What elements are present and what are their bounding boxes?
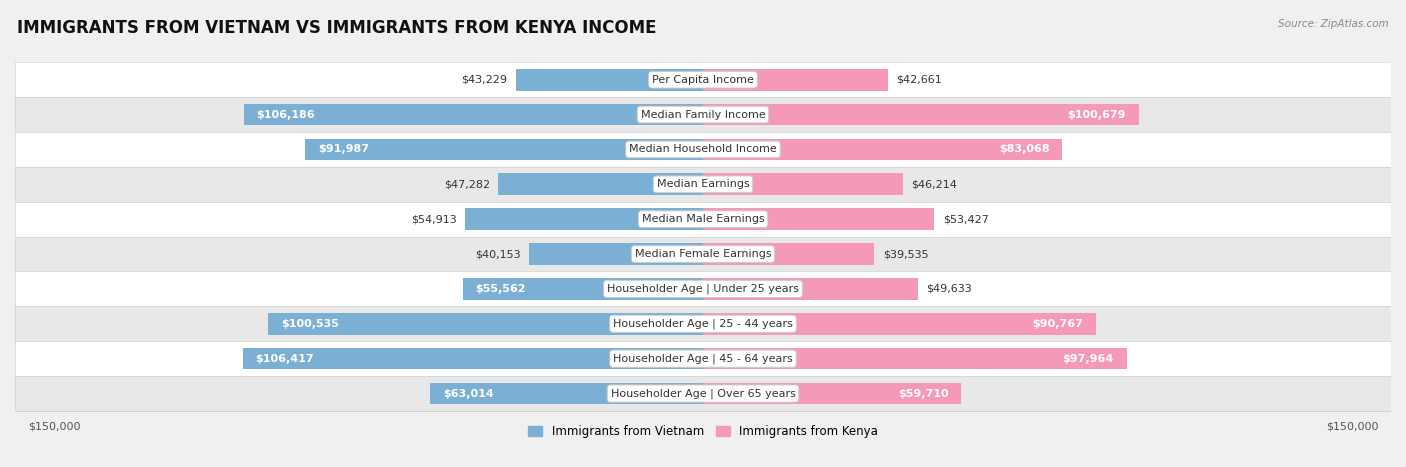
Bar bbox=[703, 313, 1095, 334]
Text: $97,964: $97,964 bbox=[1063, 354, 1114, 364]
Text: $42,661: $42,661 bbox=[896, 75, 942, 85]
Text: $47,282: $47,282 bbox=[444, 179, 489, 189]
Bar bbox=[703, 174, 903, 195]
Text: Median Earnings: Median Earnings bbox=[657, 179, 749, 189]
Bar bbox=[703, 69, 887, 91]
Text: $39,535: $39,535 bbox=[883, 249, 928, 259]
Bar bbox=[243, 104, 703, 125]
Bar bbox=[703, 383, 962, 404]
Bar bbox=[15, 237, 1391, 271]
Bar bbox=[15, 97, 1391, 132]
Text: Median Household Income: Median Household Income bbox=[628, 144, 778, 155]
Text: Median Male Earnings: Median Male Earnings bbox=[641, 214, 765, 224]
Text: $91,987: $91,987 bbox=[318, 144, 368, 155]
Text: $83,068: $83,068 bbox=[998, 144, 1049, 155]
Bar bbox=[463, 278, 703, 300]
Text: $55,562: $55,562 bbox=[475, 284, 526, 294]
Text: $46,214: $46,214 bbox=[911, 179, 957, 189]
Bar bbox=[242, 348, 703, 369]
Text: Per Capita Income: Per Capita Income bbox=[652, 75, 754, 85]
Text: $106,186: $106,186 bbox=[256, 110, 315, 120]
Bar bbox=[703, 139, 1063, 160]
Bar bbox=[703, 208, 934, 230]
Bar bbox=[269, 313, 703, 334]
Text: Householder Age | Over 65 years: Householder Age | Over 65 years bbox=[610, 388, 796, 399]
Bar bbox=[15, 376, 1391, 411]
Legend: Immigrants from Vietnam, Immigrants from Kenya: Immigrants from Vietnam, Immigrants from… bbox=[523, 420, 883, 443]
Text: $40,153: $40,153 bbox=[475, 249, 520, 259]
Text: $90,767: $90,767 bbox=[1032, 319, 1083, 329]
Text: Median Female Earnings: Median Female Earnings bbox=[634, 249, 772, 259]
Text: Median Family Income: Median Family Income bbox=[641, 110, 765, 120]
Bar bbox=[15, 62, 1391, 97]
Text: $106,417: $106,417 bbox=[256, 354, 314, 364]
Bar bbox=[529, 243, 703, 265]
Bar bbox=[15, 341, 1391, 376]
Text: Householder Age | 25 - 44 years: Householder Age | 25 - 44 years bbox=[613, 318, 793, 329]
Text: Householder Age | Under 25 years: Householder Age | Under 25 years bbox=[607, 283, 799, 294]
Bar bbox=[15, 306, 1391, 341]
Bar bbox=[703, 348, 1126, 369]
Text: $100,679: $100,679 bbox=[1067, 110, 1126, 120]
Bar bbox=[498, 174, 703, 195]
Bar bbox=[430, 383, 703, 404]
Bar bbox=[305, 139, 703, 160]
Bar bbox=[703, 278, 918, 300]
Bar bbox=[703, 104, 1139, 125]
Bar bbox=[15, 167, 1391, 202]
Text: $43,229: $43,229 bbox=[461, 75, 508, 85]
Bar bbox=[703, 243, 875, 265]
Text: Householder Age | 45 - 64 years: Householder Age | 45 - 64 years bbox=[613, 354, 793, 364]
Text: $100,535: $100,535 bbox=[281, 319, 339, 329]
Bar bbox=[15, 271, 1391, 306]
Text: IMMIGRANTS FROM VIETNAM VS IMMIGRANTS FROM KENYA INCOME: IMMIGRANTS FROM VIETNAM VS IMMIGRANTS FR… bbox=[17, 19, 657, 37]
Text: $59,710: $59,710 bbox=[898, 389, 949, 398]
Bar bbox=[15, 202, 1391, 237]
Text: Source: ZipAtlas.com: Source: ZipAtlas.com bbox=[1278, 19, 1389, 28]
Text: $63,014: $63,014 bbox=[443, 389, 494, 398]
Text: $54,913: $54,913 bbox=[411, 214, 457, 224]
Text: $49,633: $49,633 bbox=[927, 284, 972, 294]
Bar bbox=[516, 69, 703, 91]
Bar bbox=[15, 132, 1391, 167]
Bar bbox=[465, 208, 703, 230]
Text: $53,427: $53,427 bbox=[943, 214, 988, 224]
